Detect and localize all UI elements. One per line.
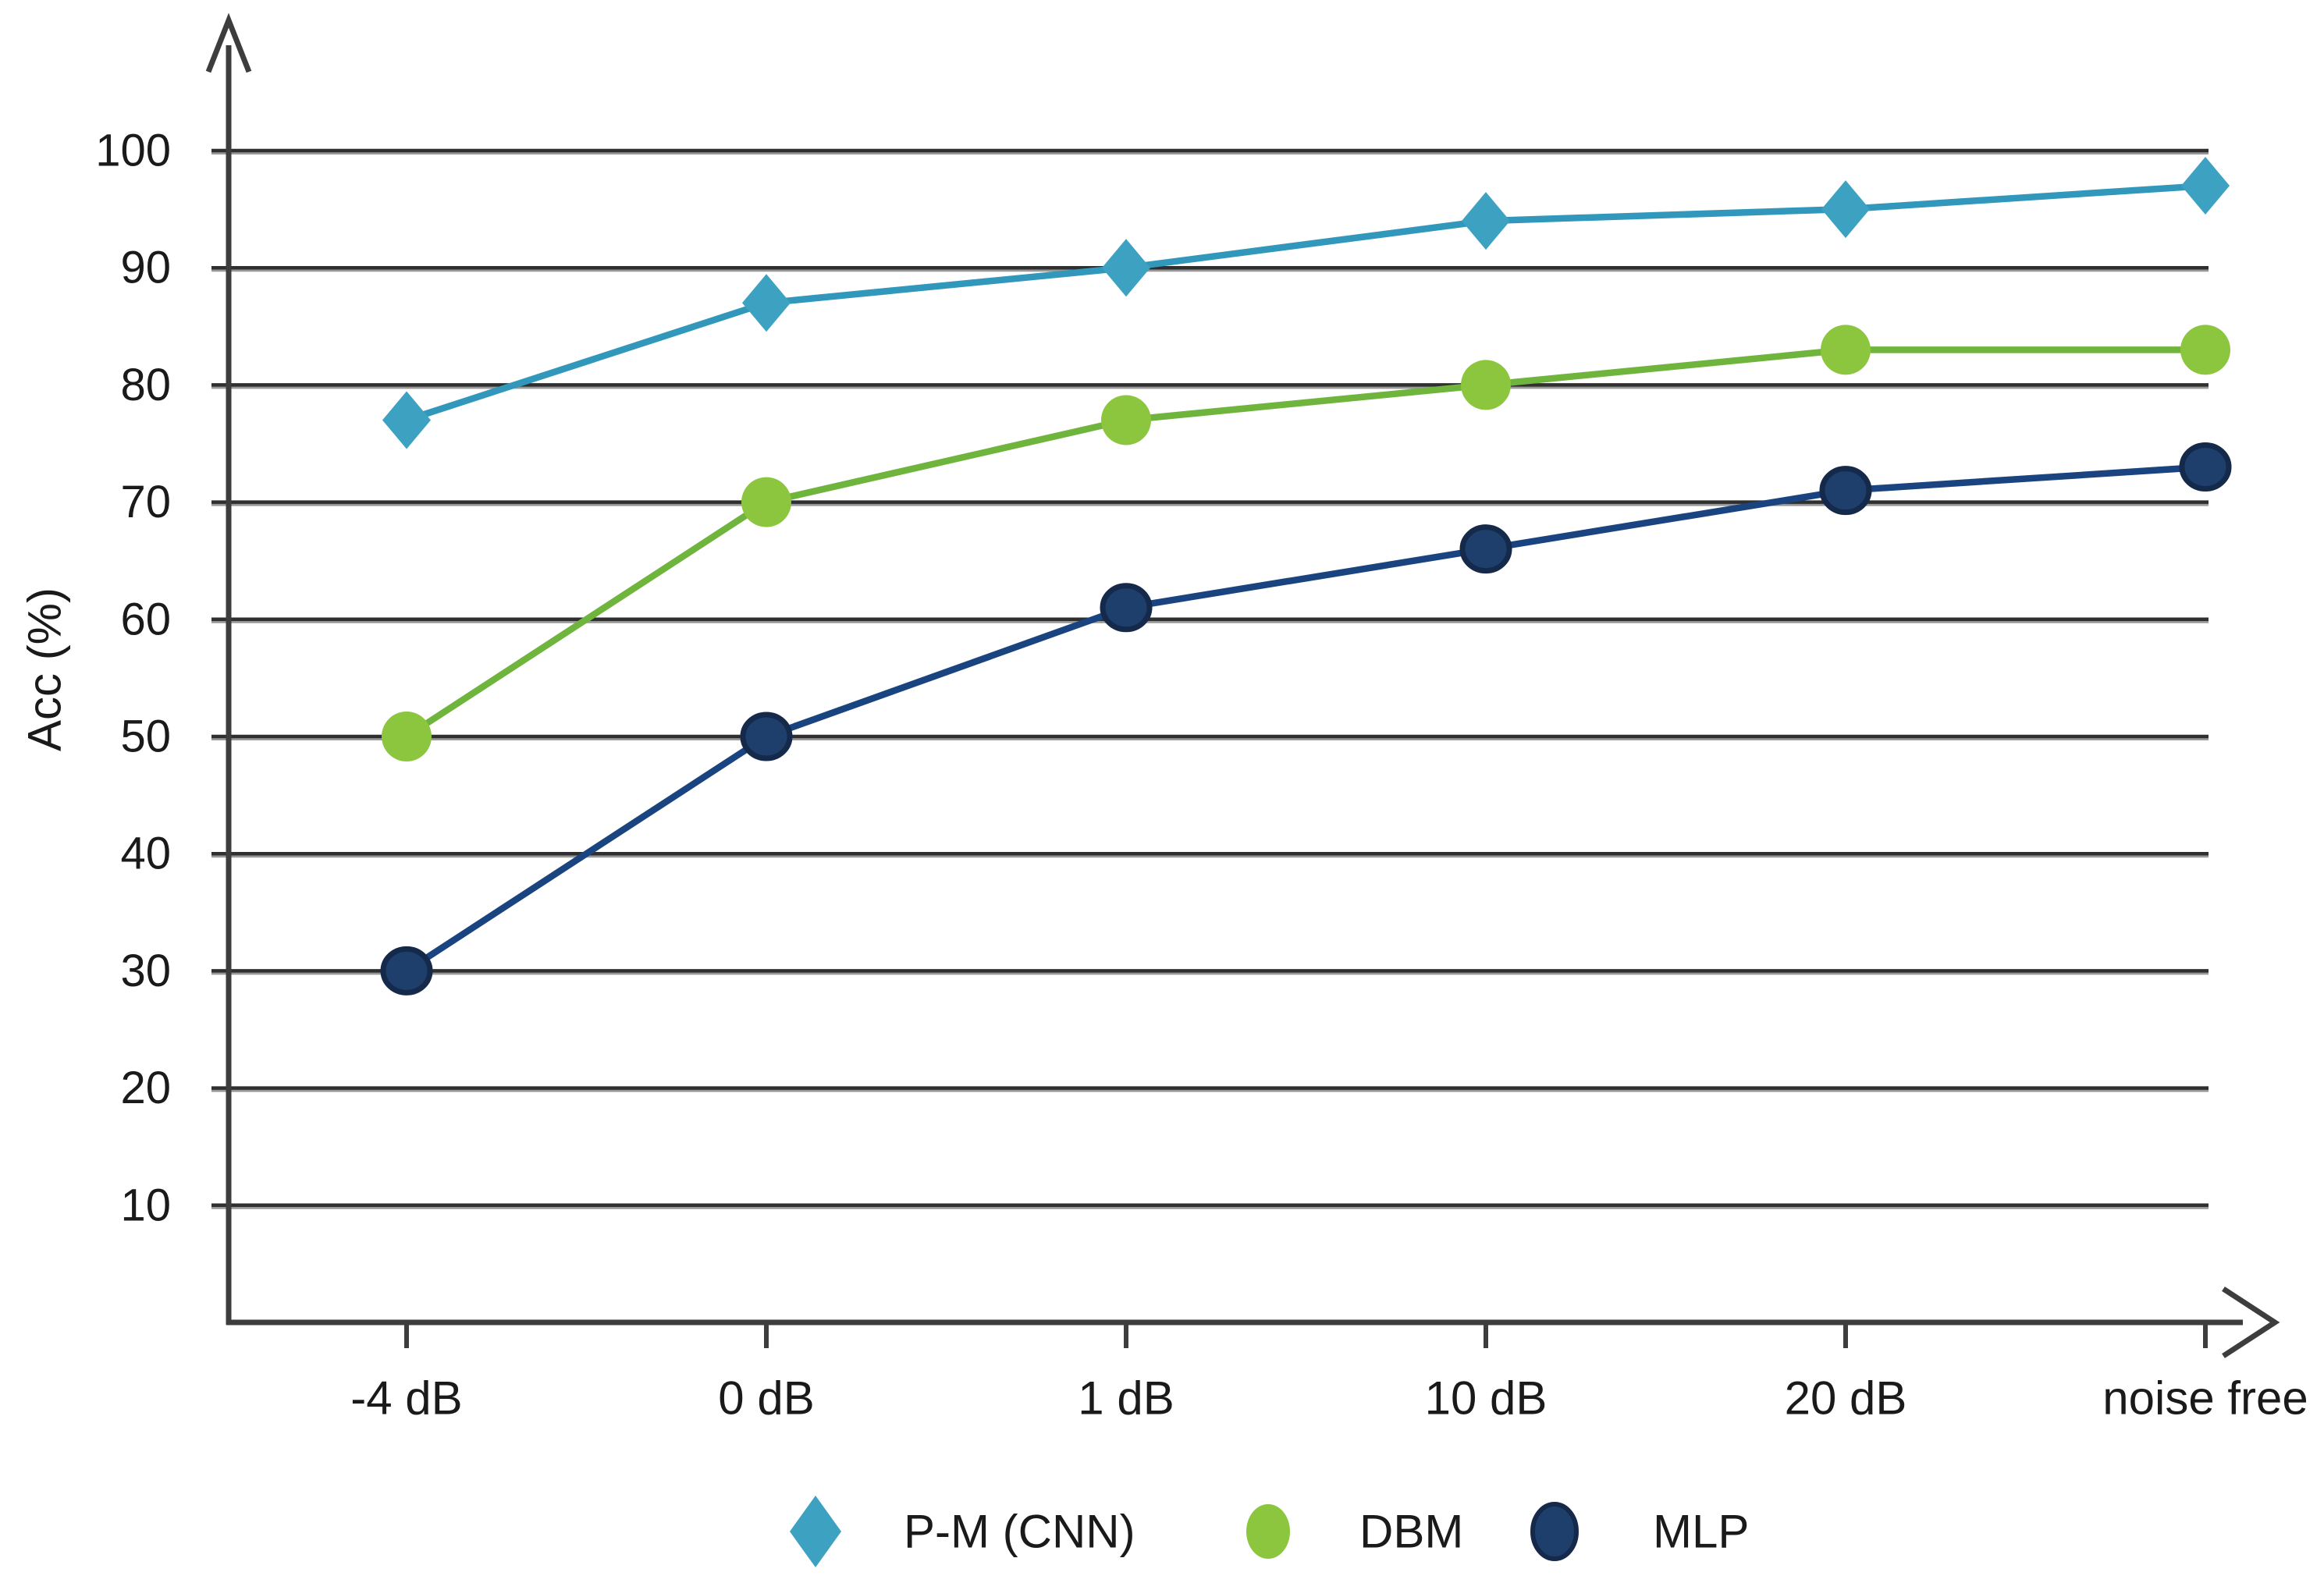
marker-circle-icon: [380, 946, 433, 996]
y-axis-title: Acc (%): [19, 587, 71, 751]
marker-diamond-icon: [1462, 192, 1510, 250]
x-tick-label: 20 dB: [1785, 1372, 1907, 1425]
marker-diamond-icon: [1821, 180, 1870, 239]
series-line-p-m-cnn-: [405, 182, 2206, 424]
legend-marker-diamond-icon: [790, 1496, 841, 1567]
y-tick-label: 10: [120, 1180, 171, 1230]
y-axis-arrow-icon: [205, 12, 252, 73]
marker-circle-icon: [2179, 442, 2232, 492]
series-line-dbm: [404, 346, 2205, 740]
marker-diamond-icon: [2181, 157, 2230, 215]
marker-circle-icon: [741, 477, 791, 527]
legend-marker-circle-icon: [1530, 1502, 1579, 1561]
x-tick-label: -4 dB: [350, 1372, 462, 1425]
marker-circle-icon: [2180, 325, 2230, 375]
legend-marker-circle-icon: [1246, 1504, 1290, 1559]
legend-label: MLP: [1653, 1506, 1749, 1558]
y-tick-label: 70: [120, 477, 171, 527]
legend-label: P-M (CNN): [904, 1506, 1135, 1558]
y-tick-label: 50: [120, 712, 171, 762]
marker-diamond-icon: [1102, 239, 1150, 297]
marker-diamond-icon: [742, 274, 791, 332]
marker-diamond-icon: [382, 391, 431, 449]
y-tick-label: 30: [120, 946, 171, 996]
y-tick-label: 20: [120, 1063, 171, 1113]
x-tick-label: 1 dB: [1078, 1372, 1174, 1425]
marker-circle-icon: [382, 712, 432, 761]
y-tick-label: 90: [120, 243, 171, 293]
y-tick-label: 40: [120, 829, 171, 879]
marker-circle-icon: [1821, 325, 1871, 375]
x-axis-arrow-icon: [2222, 1287, 2280, 1358]
x-tick-label: 10 dB: [1425, 1372, 1548, 1425]
x-tick-label: noise free: [2102, 1372, 2308, 1425]
marker-circle-icon: [1819, 466, 1872, 516]
x-tick-label: 0 dB: [718, 1372, 814, 1425]
y-tick-label: 80: [120, 360, 171, 410]
legend-label: DBM: [1359, 1506, 1463, 1558]
series-line-mlp: [404, 463, 2206, 974]
marker-circle-icon: [740, 712, 793, 761]
y-tick-label: 100: [95, 126, 171, 176]
marker-circle-icon: [1461, 360, 1511, 410]
marker-circle-icon: [1100, 583, 1153, 633]
marker-circle-icon: [1101, 395, 1151, 445]
marker-circle-icon: [1459, 524, 1512, 574]
y-tick-label: 60: [120, 594, 171, 644]
